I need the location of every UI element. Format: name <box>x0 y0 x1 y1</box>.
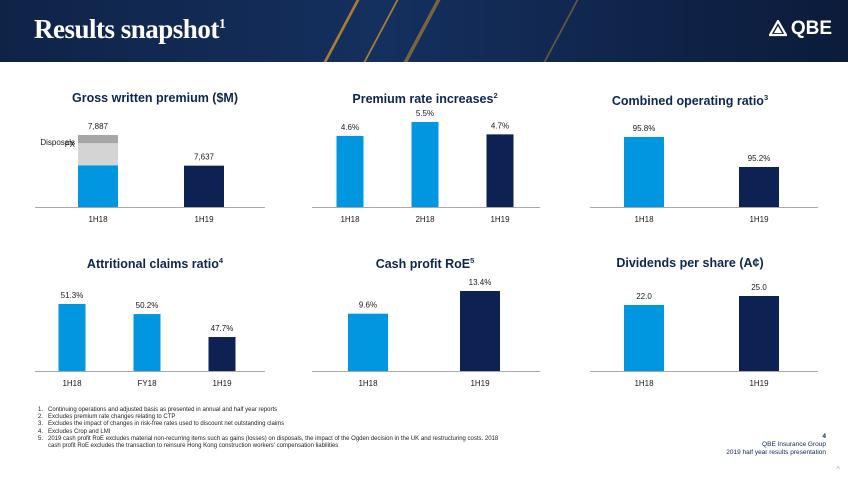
dps-bar-1h18 <box>624 305 664 371</box>
rate-bar-1h18 <box>336 135 364 207</box>
footnote-4: 4. Excludes Crop and LMI <box>38 428 111 435</box>
page-number: 4 <box>822 433 826 440</box>
rate-x-tick-1h18: 1H18 <box>340 215 360 224</box>
footnotes: 1. Continuing operations and adjusted bas… <box>38 407 508 450</box>
rate-bar-2h18 <box>411 122 439 207</box>
roe-bar-1h19 <box>460 291 500 371</box>
rate-value-label-2h18: 5.5% <box>416 109 434 118</box>
header-banner: Results snapshot1 QBE <box>0 0 848 62</box>
cor-value-label-1h18: 95.8% <box>633 124 656 133</box>
cor-x-tick-1h19: 1H19 <box>749 215 769 224</box>
footnote-2: 2. Excludes premium rate changes relating… <box>38 414 176 421</box>
gwp-label-disposals: Disposals <box>40 138 75 147</box>
gwp-bar-1h18-seg-disposals <box>78 135 118 144</box>
dps-bar-1h19 <box>739 296 779 371</box>
cor-bar-1h19 <box>739 167 779 207</box>
roe-x-tick-1h19: 1H19 <box>470 379 490 388</box>
acr-value-label-1h19: 47.7% <box>211 324 234 333</box>
roe-chart-title: Cash profit RoE5 <box>375 256 475 272</box>
gwp-bar-1h18-seg-fx <box>78 143 118 166</box>
acr-bar-fy18 <box>133 314 161 371</box>
cor-chart-title: Combined operating ratio3 <box>611 93 769 109</box>
acr-bar-1h18 <box>58 304 86 371</box>
dps-value-label-1h18: 22.0 <box>636 292 652 301</box>
page-title: Results snapshot1 <box>34 14 226 44</box>
cor-value-label-1h19: 95.2% <box>748 154 771 163</box>
acr-value-label-fy18: 50.2% <box>136 301 159 310</box>
company-name: QBE Insurance Group <box>762 441 826 448</box>
footnote-5: 5. 2019 cash profit RoE excludes material… <box>38 435 499 450</box>
gwp-x-tick-1h18: 1H18 <box>88 215 108 224</box>
acr-bar-1h19 <box>208 337 236 371</box>
gwp-label-fx: FX <box>65 140 76 149</box>
acr-chart-title: Attritional claims ratio4 <box>86 256 224 272</box>
logo-text: QBE <box>790 18 832 39</box>
acr-x-tick-fy18: FY18 <box>137 379 157 388</box>
acr-x-tick-1h18: 1H18 <box>62 379 82 388</box>
qbe-logo: QBE <box>768 18 832 40</box>
gwp-value-label-1h18: 7,887 <box>88 122 109 131</box>
dps-chart-title: Dividends per share (A¢) <box>616 256 764 270</box>
gwp-bar-1h19 <box>184 165 224 207</box>
rate-x-tick-1h19: 1H19 <box>490 215 510 224</box>
rate-value-label-1h19: 4.7% <box>491 121 509 130</box>
acr-value-label-1h18: 51.3% <box>61 291 84 300</box>
cor-bar-1h18 <box>624 137 664 207</box>
rate-x-tick-2h18: 2H18 <box>415 215 435 224</box>
cor-x-tick-1h18: 1H18 <box>634 215 654 224</box>
nav-arrow-icon[interactable]: ^ <box>836 465 840 474</box>
rate-bar-1h19 <box>486 134 514 207</box>
gwp-x-tick-1h19: 1H19 <box>194 215 214 224</box>
presentation-name: 2019 half year results presentation <box>726 449 826 456</box>
roe-value-label-1h18: 9.6% <box>359 301 377 310</box>
qbe-logo-icon <box>768 20 787 37</box>
gwp-chart-title: Gross written premium ($M) <box>72 91 238 105</box>
acr-x-tick-1h19: 1H19 <box>212 379 232 388</box>
rate-chart-title: Premium rate increases2 <box>352 91 498 107</box>
gwp-bar-1h18-seg-base <box>78 165 118 207</box>
footnote-3: 3. Excludes the impact of changes in risk… <box>38 421 285 428</box>
dps-x-tick-1h18: 1H18 <box>634 379 654 388</box>
rate-value-label-1h18: 4.6% <box>341 123 359 132</box>
footnote-1: 1. Continuing operations and adjusted bas… <box>38 407 278 413</box>
roe-value-label-1h19: 13.4% <box>469 278 492 287</box>
dps-x-tick-1h19: 1H19 <box>749 379 769 388</box>
page-info: 4 QBE Insurance Group 2019 half year res… <box>726 433 826 457</box>
roe-bar-1h18 <box>348 313 388 371</box>
roe-x-tick-1h18: 1H18 <box>358 379 378 388</box>
dps-value-label-1h19: 25.0 <box>751 283 767 292</box>
gwp-value-label-1h19: 7,637 <box>194 153 215 162</box>
